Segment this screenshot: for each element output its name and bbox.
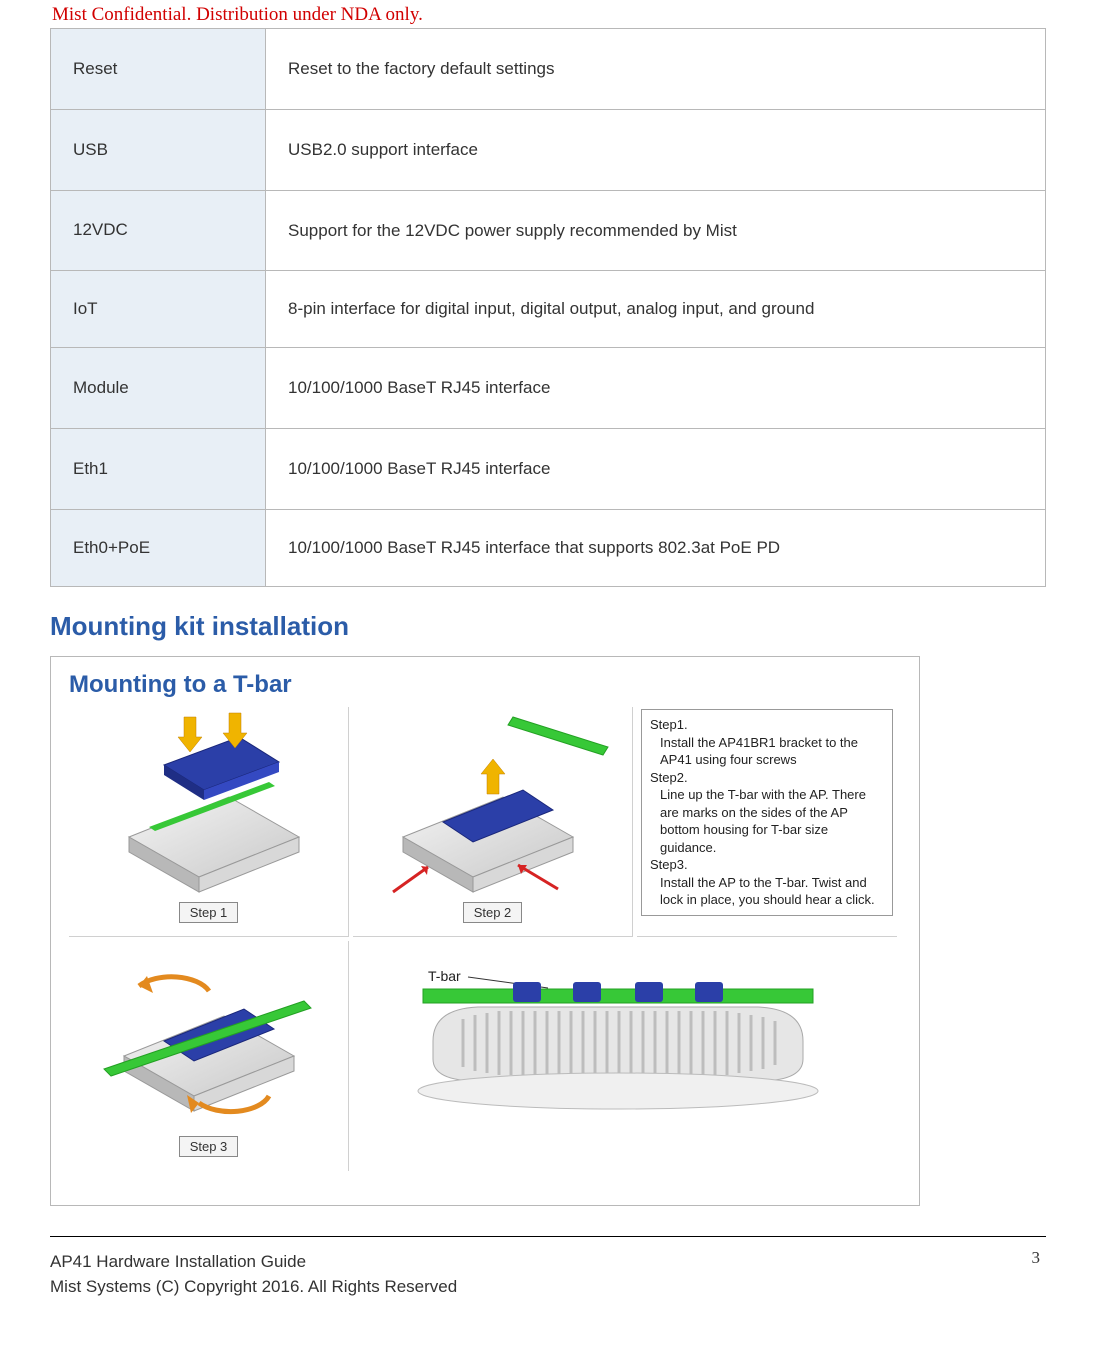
panel-step2: Step 2 (353, 707, 633, 937)
table-row: Eth1 10/100/1000 BaseT RJ45 interface (51, 429, 1046, 510)
panel-instructions: Step1. Install the AP41BR1 bracket to th… (637, 707, 897, 937)
instr-step3-head: Step3. (650, 857, 688, 872)
step2-illustration (353, 707, 623, 902)
panel-sideview: T-bar (353, 941, 897, 1171)
spec-name: Eth0+PoE (51, 509, 266, 586)
section-heading: Mounting kit installation (50, 611, 1046, 642)
spec-desc: 8-pin interface for digital input, digit… (266, 271, 1046, 348)
spec-name: Eth1 (51, 429, 266, 510)
step3-label: Step 3 (179, 1136, 239, 1157)
instr-step2-body: Line up the T-bar with the AP. There are… (650, 786, 884, 856)
spec-table: Reset Reset to the factory default setti… (50, 28, 1046, 587)
footer: 3 AP41 Hardware Installation Guide Mist … (50, 1249, 1046, 1300)
instr-step1-head: Step1. (650, 717, 688, 732)
panel-step1: Step 1 (69, 707, 349, 937)
sideview-illustration: T-bar (353, 941, 873, 1151)
table-row: Eth0+PoE 10/100/1000 BaseT RJ45 interfac… (51, 509, 1046, 586)
instr-step3-body: Install the AP to the T-bar. Twist and l… (650, 874, 884, 909)
step1-illustration (69, 707, 339, 902)
instruction-box: Step1. Install the AP41BR1 bracket to th… (641, 709, 893, 916)
step1-label: Step 1 (179, 902, 239, 923)
spec-name: USB (51, 109, 266, 190)
spec-name: IoT (51, 271, 266, 348)
table-row: USB USB2.0 support interface (51, 109, 1046, 190)
footer-line1: AP41 Hardware Installation Guide (50, 1249, 1046, 1275)
spec-desc: Reset to the factory default settings (266, 29, 1046, 110)
spec-table-body: Reset Reset to the factory default setti… (51, 29, 1046, 587)
footer-rule (50, 1236, 1046, 1237)
table-row: Module 10/100/1000 BaseT RJ45 interface (51, 348, 1046, 429)
spec-desc: 10/100/1000 BaseT RJ45 interface that su… (266, 509, 1046, 586)
tbar-svg-label: T-bar (428, 968, 461, 984)
spec-desc: 10/100/1000 BaseT RJ45 interface (266, 348, 1046, 429)
diagram-title: Mounting to a T-bar (69, 671, 901, 699)
spec-desc: 10/100/1000 BaseT RJ45 interface (266, 429, 1046, 510)
table-row: Reset Reset to the factory default setti… (51, 29, 1046, 110)
step3-illustration (69, 941, 339, 1136)
step2-label: Step 2 (463, 902, 523, 923)
spec-desc: Support for the 12VDC power supply recom… (266, 190, 1046, 271)
panel-step3: Step 3 (69, 941, 349, 1171)
table-row: IoT 8-pin interface for digital input, d… (51, 271, 1046, 348)
page-number: 3 (1032, 1245, 1041, 1271)
spec-name: 12VDC (51, 190, 266, 271)
instr-step2-head: Step2. (650, 770, 688, 785)
footer-line2: Mist Systems (C) Copyright 2016. All Rig… (50, 1274, 1046, 1300)
spec-name: Module (51, 348, 266, 429)
diagram-grid: Step 1 (69, 707, 901, 1171)
instr-step1-body: Install the AP41BR1 bracket to the AP41 … (650, 734, 884, 769)
table-row: 12VDC Support for the 12VDC power supply… (51, 190, 1046, 271)
mounting-diagram: Mounting to a T-bar (50, 656, 920, 1206)
spec-desc: USB2.0 support interface (266, 109, 1046, 190)
spec-name: Reset (51, 29, 266, 110)
confidential-notice: Mist Confidential. Distribution under ND… (50, 0, 1046, 28)
